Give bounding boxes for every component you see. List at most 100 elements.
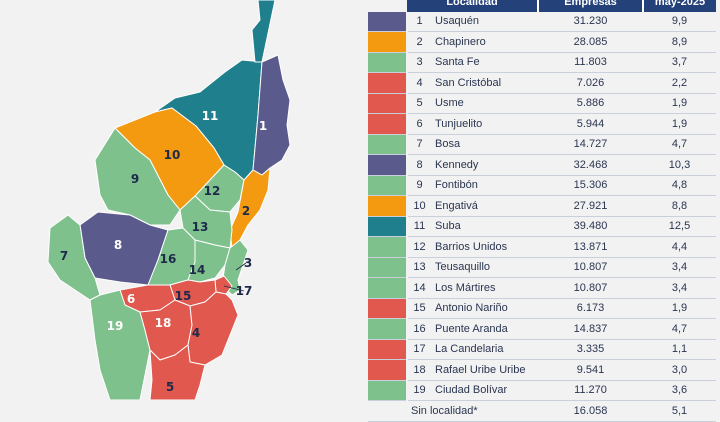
color-swatch (368, 52, 408, 73)
table-row: 2 Chapinero 28.085 8,9 (368, 31, 716, 53)
map-label-19: 19 (107, 319, 124, 333)
empresas-value: 7.026 (538, 72, 643, 94)
table-row: 11 Suba 39.480 12,5 (368, 216, 716, 237)
row-number: 5 (407, 93, 431, 114)
table-row: 13 Teusaquillo 10.807 3,4 (368, 257, 716, 278)
table-row: 8 Kennedy 32.468 10,3 (368, 154, 716, 176)
tail-swatch-spacer (368, 400, 407, 422)
header-periodo: may-2025 (642, 0, 716, 12)
table-row: 1 Usaquén 31.230 9,9 (368, 11, 716, 32)
map-region-los-martires[interactable] (187, 239, 231, 283)
localidad-name: San Cristóbal (431, 72, 538, 94)
localidad-name: La Candelaria (431, 339, 538, 360)
table-row: 3 Santa Fe 11.803 3,7 (368, 52, 716, 73)
table-row: 15 Antonio Nariño 6.173 1,9 (368, 298, 716, 319)
empresas-value: 14.727 (538, 134, 643, 155)
color-swatch (368, 339, 408, 360)
table-row: 9 Fontibón 15.306 4,8 (368, 175, 716, 196)
percent-value: 10,3 (643, 154, 716, 176)
bogota-localidades-map: 1 2 3 4 5 6 7 8 9 10 11 12 13 14 15 16 1… (47, 0, 291, 400)
percent-value: 3,6 (643, 380, 716, 401)
color-swatch (368, 380, 408, 401)
color-swatch (368, 31, 408, 53)
color-swatch (368, 113, 408, 135)
map-label-1: 1 (259, 119, 267, 133)
map-label-12: 12 (204, 184, 221, 198)
table-row: 18 Rafael Uribe Uribe 9.541 3,0 (368, 359, 716, 381)
row-number: 12 (407, 236, 431, 258)
empresas-value: 32.468 (538, 154, 643, 176)
table-row: 16 Puente Aranda 14.837 4,7 (368, 318, 716, 340)
empresas-value: 15.306 (538, 175, 643, 196)
map-label-7: 7 (60, 249, 68, 263)
empresas-value: 9.541 (538, 359, 643, 381)
map-region-usaquen[interactable] (252, 54, 291, 176)
table-row: 17 La Candelaria 3.335 1,1 (368, 339, 716, 360)
map-label-5: 5 (166, 380, 174, 394)
percent-value: 9,9 (643, 11, 716, 32)
map-label-3: 3 (244, 256, 252, 270)
color-swatch (368, 277, 408, 299)
map-label-17: 17 (236, 284, 253, 298)
table-header-row: Localidad Empresas may-2025 (368, 0, 716, 12)
table-row: 14 Los Mártires 10.807 3,4 (368, 277, 716, 299)
empresas-value: 11.803 (538, 52, 643, 73)
percent-value: 4,7 (643, 134, 716, 155)
table-row: 10 Engativá 27.921 8,8 (368, 195, 716, 217)
localidad-name: Antonio Nariño (431, 298, 538, 319)
color-swatch (368, 318, 408, 340)
leader-line-17 (223, 285, 245, 292)
color-swatch (368, 216, 408, 237)
percent-value: 2,2 (643, 72, 716, 94)
row-number: 10 (407, 195, 431, 217)
localidad-name: Suba (431, 216, 538, 237)
table-row: 7 Bosa 14.727 4,7 (368, 134, 716, 155)
percent-value: 1,9 (643, 298, 716, 319)
row-number: 14 (407, 277, 431, 299)
localidad-name: Rafael Uribe Uribe (431, 359, 538, 381)
map-region-usme[interactable] (149, 344, 206, 400)
localidad-name: Teusaquillo (431, 257, 538, 278)
header-localidad: Localidad (407, 0, 538, 12)
header-swatch-spacer (368, 0, 407, 12)
color-swatch (368, 11, 408, 32)
localidad-name: Puente Aranda (431, 318, 538, 340)
empresas-value: 3.335 (538, 339, 643, 360)
table-row: 5 Usme 5.886 1,9 (368, 93, 716, 114)
color-swatch (368, 195, 408, 217)
empresas-value: 5.886 (538, 93, 643, 114)
empresas-value: 14.837 (538, 318, 643, 340)
localidad-name: Barrios Unidos (431, 236, 538, 258)
map-region-fontibon[interactable] (94, 127, 181, 226)
empresas-value: 28.085 (538, 31, 643, 53)
localidad-name: Chapinero (431, 31, 538, 53)
localidad-name: Fontibón (431, 175, 538, 196)
table-body: 1 Usaquén 31.230 9,9 2 Chapinero 28.085 8,9 3 San… (368, 11, 716, 422)
percent-value: 5,1 (643, 400, 716, 422)
map-label-4: 4 (192, 326, 200, 340)
map-label-8: 8 (114, 238, 122, 252)
empresas-value: 5.944 (538, 113, 643, 135)
localidad-name: Sin localidad* (407, 400, 538, 422)
empresas-value: 27.921 (538, 195, 643, 217)
color-swatch (368, 359, 408, 381)
row-number: 3 (407, 52, 431, 73)
row-number: 4 (407, 72, 431, 94)
percent-value: 4,7 (643, 318, 716, 340)
empresas-value: 16.058 (538, 400, 643, 422)
row-number: 13 (407, 257, 431, 278)
empresas-value: 10.807 (538, 277, 643, 299)
empresas-value: 10.807 (538, 257, 643, 278)
color-swatch (368, 257, 408, 278)
localidad-name: Santa Fe (431, 52, 538, 73)
color-swatch (368, 134, 408, 155)
table-row-sin-localidad: Sin localidad* 16.058 5,1 (368, 400, 716, 422)
row-number: 6 (407, 113, 431, 135)
empresas-value: 39.480 (538, 216, 643, 237)
row-number: 17 (407, 339, 431, 360)
percent-value: 3,4 (643, 277, 716, 299)
color-swatch (368, 236, 408, 258)
map-label-11: 11 (202, 109, 219, 123)
localidad-name: Kennedy (431, 154, 538, 176)
percent-value: 12,5 (643, 216, 716, 237)
